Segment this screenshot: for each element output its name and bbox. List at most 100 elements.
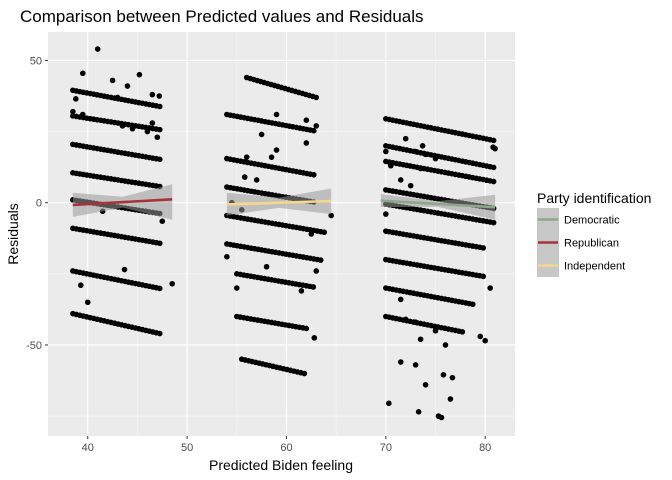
data-point	[469, 301, 476, 308]
data-point	[159, 218, 166, 224]
data-point	[124, 83, 131, 89]
legend-label: Democratic	[564, 215, 620, 227]
data-point	[417, 336, 424, 343]
data-point	[156, 285, 163, 292]
fit-line	[380, 199, 496, 209]
data-point	[77, 282, 84, 289]
data-point	[263, 263, 270, 270]
data-point	[169, 280, 176, 287]
data-point	[383, 211, 389, 217]
data-point	[258, 131, 265, 138]
fit-line	[226, 199, 332, 206]
data-point	[422, 381, 429, 388]
data-point	[415, 409, 422, 415]
data-point	[84, 299, 91, 306]
data-point	[480, 273, 487, 280]
legend-label: Republican	[564, 238, 619, 250]
data-point	[313, 94, 320, 101]
data-point	[119, 123, 126, 129]
data-point	[114, 94, 121, 101]
data-point	[449, 374, 456, 381]
x-tick-label: 60	[280, 442, 292, 454]
data-point	[317, 257, 324, 263]
data-point	[432, 155, 439, 162]
data-point	[482, 337, 488, 344]
data-point	[432, 327, 439, 334]
data-point	[308, 231, 315, 237]
data-point	[156, 103, 163, 110]
y-tick-label: 0	[36, 198, 42, 210]
fit-line	[72, 197, 173, 207]
data-point	[402, 316, 409, 323]
data-point	[412, 362, 419, 368]
data-point	[224, 253, 230, 260]
x-tick-label: 80	[479, 442, 491, 454]
data-point	[397, 177, 404, 183]
data-point	[442, 342, 449, 348]
data-point	[156, 240, 163, 247]
chart-title: Comparison between Predicted values and …	[20, 7, 424, 26]
x-axis-title: Predicted Biden feeling	[209, 457, 353, 473]
data-point	[490, 137, 497, 144]
data-point	[268, 154, 275, 160]
data-point	[440, 372, 447, 378]
legend-item: Republican	[537, 231, 619, 254]
data-point	[156, 93, 163, 99]
data-point	[233, 285, 240, 291]
fit-lines	[72, 184, 496, 220]
data-point	[149, 91, 156, 98]
data-point	[301, 370, 308, 377]
data-point	[490, 178, 497, 185]
data-point	[490, 219, 497, 226]
data-point	[303, 117, 310, 123]
data-point	[156, 126, 163, 133]
data-point	[328, 212, 334, 219]
data-point	[311, 335, 318, 341]
data-point	[447, 396, 454, 402]
data-point	[121, 266, 128, 273]
data-point	[70, 108, 76, 115]
data-point	[387, 162, 394, 169]
data-point	[243, 154, 250, 160]
scatter-points	[70, 46, 498, 421]
data-point	[321, 229, 328, 236]
legend-title: Party identification	[537, 190, 651, 206]
data-point	[149, 120, 156, 126]
data-point	[109, 77, 116, 84]
data-point	[480, 245, 487, 251]
data-point	[156, 330, 163, 337]
data-point	[490, 164, 497, 171]
axis-ticks: 40 50 60 70 80 -50 0 50	[26, 55, 491, 454]
data-point	[241, 174, 248, 180]
data-point	[310, 171, 317, 178]
y-tick-label: -50	[26, 340, 42, 352]
data-point	[419, 143, 426, 149]
data-point	[310, 127, 317, 134]
data-point	[383, 148, 389, 155]
x-tick-label: 70	[380, 442, 392, 454]
legend: Party identification Democratic Republica…	[537, 190, 651, 277]
data-point	[459, 329, 466, 335]
data-point	[79, 111, 86, 118]
data-point	[313, 123, 320, 129]
data-point	[417, 165, 424, 172]
data-point	[303, 140, 310, 146]
legend-label: Independent	[564, 261, 625, 273]
confidence-band	[380, 194, 496, 220]
data-point	[477, 333, 484, 340]
legend-item: Independent	[537, 254, 625, 277]
x-tick-label: 40	[82, 442, 94, 454]
x-tick-label: 50	[181, 442, 193, 454]
data-point	[273, 147, 280, 153]
y-axis-title: Residuals	[5, 203, 21, 264]
data-point	[154, 134, 161, 141]
data-point	[407, 182, 414, 189]
data-point	[94, 46, 101, 52]
data-point	[298, 288, 305, 294]
data-point	[73, 96, 79, 102]
data-point	[273, 111, 280, 118]
legend-item: Democratic	[537, 208, 620, 231]
data-point	[487, 285, 493, 291]
data-point	[402, 135, 409, 142]
